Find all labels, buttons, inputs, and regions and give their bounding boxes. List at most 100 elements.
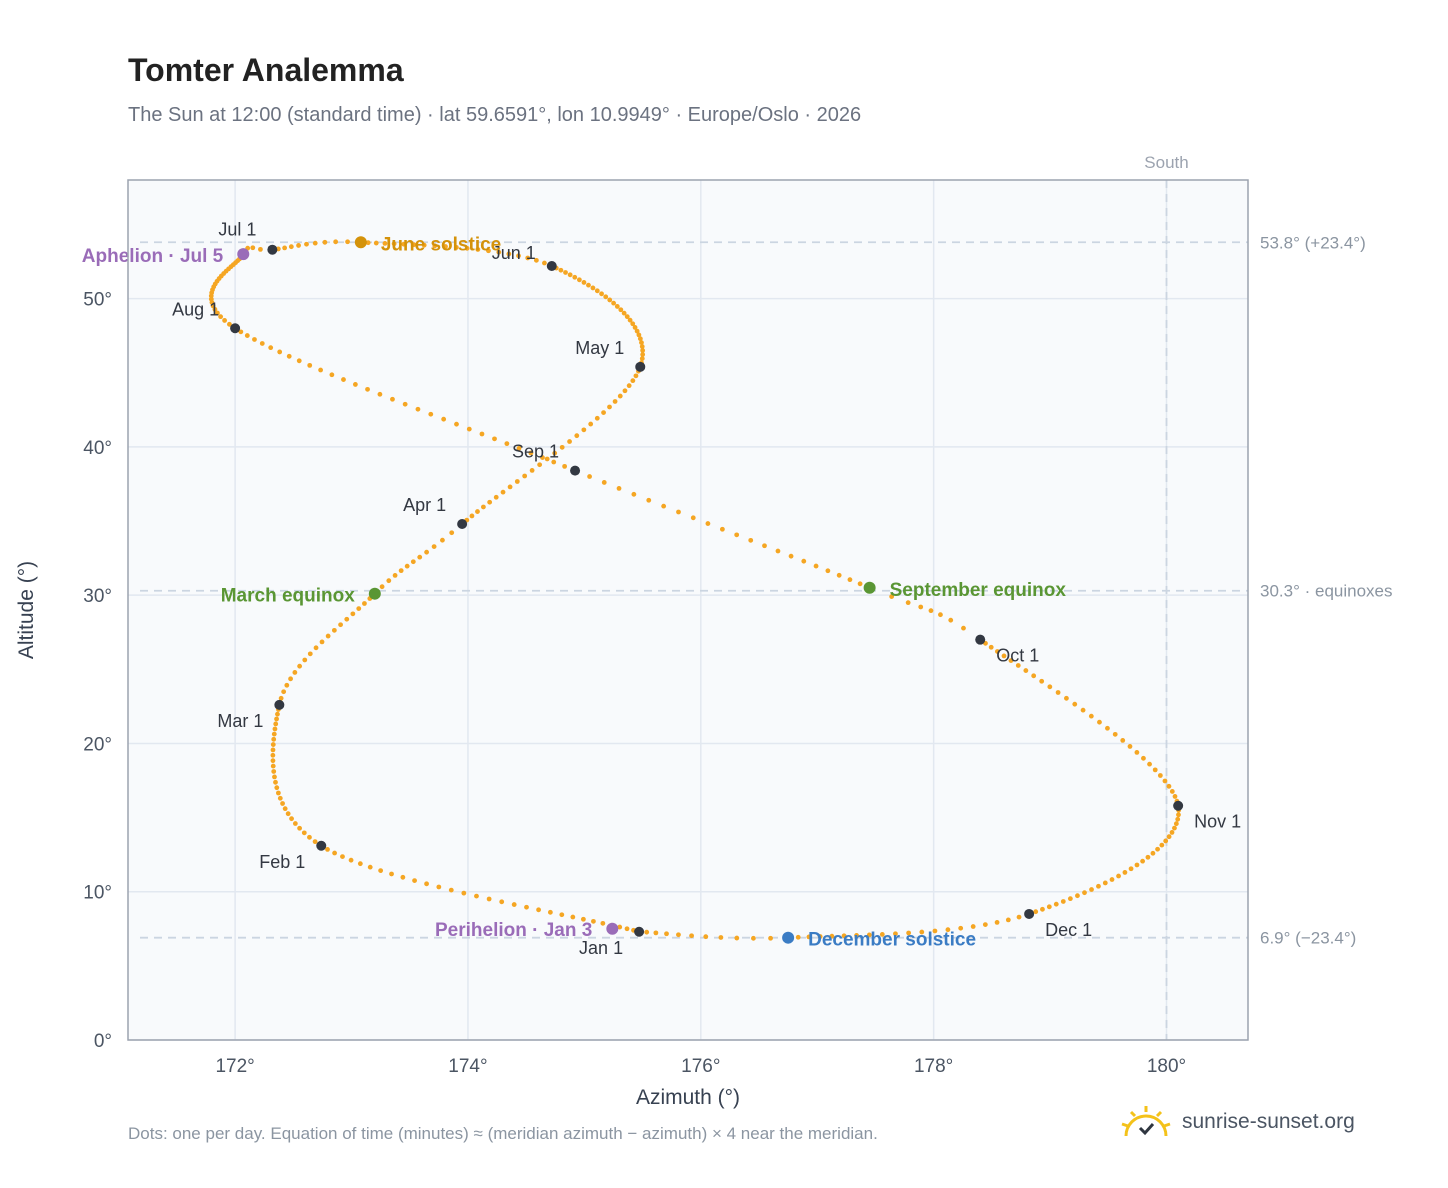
daily-sun-dot bbox=[296, 243, 301, 248]
daily-sun-dot bbox=[278, 695, 284, 701]
daily-sun-dot bbox=[312, 839, 318, 845]
daily-sun-dot bbox=[271, 769, 277, 774]
y-axis-label: Altitude (°) bbox=[15, 561, 38, 659]
daily-sun-dot bbox=[325, 847, 330, 852]
daily-sun-dot bbox=[391, 241, 397, 247]
daily-sun-dot bbox=[270, 763, 276, 769]
daily-sun-dot bbox=[601, 480, 607, 485]
daily-sun-dot bbox=[271, 731, 277, 737]
daily-sun-dot bbox=[630, 378, 636, 384]
daily-sun-dot bbox=[1023, 668, 1029, 673]
month-label: Apr 1 bbox=[403, 495, 446, 515]
daily-sun-dot bbox=[653, 930, 659, 936]
daily-sun-dot bbox=[528, 450, 534, 456]
daily-sun-dot bbox=[982, 922, 988, 927]
daily-sun-dot bbox=[1169, 789, 1175, 794]
daily-sun-dot bbox=[522, 473, 528, 479]
daily-sun-dot bbox=[275, 711, 280, 717]
daily-sun-dot bbox=[338, 622, 343, 628]
daily-sun-dot bbox=[479, 431, 485, 437]
daily-sun-dot bbox=[350, 611, 356, 617]
daily-sun-dot bbox=[552, 450, 558, 456]
daily-sun-dot bbox=[639, 356, 645, 361]
daily-sun-dot bbox=[1082, 890, 1087, 896]
daily-sun-dot bbox=[537, 462, 543, 468]
daily-sun-dot bbox=[567, 272, 573, 278]
daily-sun-dot bbox=[277, 795, 283, 801]
month-marker bbox=[274, 699, 285, 710]
x-tick-label: 172° bbox=[215, 1056, 254, 1077]
daily-sun-dot bbox=[988, 644, 994, 650]
daily-sun-dot bbox=[1047, 684, 1053, 690]
daily-sun-dot bbox=[544, 456, 550, 462]
daily-sun-dot bbox=[632, 325, 638, 330]
daily-sun-dot bbox=[640, 352, 646, 357]
daily-sun-dot bbox=[302, 657, 308, 663]
plot-frame bbox=[127, 179, 1249, 1041]
meridian-label: South bbox=[1144, 153, 1188, 172]
event-marker bbox=[782, 931, 795, 944]
daily-sun-dot bbox=[301, 830, 307, 836]
daily-sun-dot bbox=[356, 606, 362, 612]
daily-sun-dot bbox=[499, 899, 505, 905]
daily-sun-dot bbox=[507, 484, 513, 490]
reference-line-label: 30.3° · equinoxes bbox=[1260, 582, 1393, 601]
daily-sun-dot bbox=[277, 349, 283, 355]
event-markers: June solstice December solstice March equi… bbox=[82, 234, 1067, 950]
daily-sun-dot bbox=[365, 240, 371, 246]
daily-sun-dot bbox=[599, 291, 604, 297]
daily-sun-dot bbox=[357, 861, 363, 867]
daily-sun-dot bbox=[1172, 825, 1177, 831]
daily-sun-dot bbox=[454, 421, 459, 427]
daily-sun-dot bbox=[1120, 738, 1126, 743]
daily-sun-dot bbox=[529, 468, 535, 473]
daily-sun-dot bbox=[918, 604, 924, 610]
daily-sun-dot bbox=[271, 736, 277, 742]
daily-sun-dot bbox=[1116, 873, 1121, 879]
daily-sun-dot bbox=[474, 893, 479, 899]
daily-sun-dot bbox=[636, 332, 642, 338]
month-label: May 1 bbox=[575, 338, 624, 358]
daily-sun-dot bbox=[533, 257, 539, 263]
daily-sun-dot bbox=[621, 310, 627, 316]
chart-subtitle: The Sun at 12:00 (standard time) · lat 5… bbox=[128, 104, 862, 126]
daily-sun-dot bbox=[500, 489, 506, 495]
daily-sun-dot bbox=[612, 399, 618, 404]
daily-sun-dot bbox=[250, 245, 256, 251]
daily-sun-dot bbox=[614, 304, 620, 309]
daily-sun-dot bbox=[1122, 870, 1128, 875]
month-marker bbox=[975, 634, 986, 645]
axes: 172° 174° 176° 178° 180° 0° 10° 20° 30° 40° 50° bbox=[83, 290, 1186, 1077]
daily-sun-dot bbox=[618, 307, 624, 313]
daily-sun-dot bbox=[373, 240, 379, 246]
x-tick-label: 174° bbox=[448, 1056, 487, 1077]
daily-sun-dot bbox=[634, 328, 640, 334]
daily-sun-dot bbox=[292, 670, 298, 675]
event-label: Aphelion · Jul 5 bbox=[82, 246, 224, 267]
daily-sun-dot bbox=[348, 857, 354, 863]
daily-sun-dot bbox=[273, 721, 279, 727]
daily-sun-dot bbox=[1001, 653, 1007, 659]
daily-sun-dot bbox=[1173, 821, 1179, 827]
daily-sun-dot bbox=[389, 871, 394, 877]
daily-sun-dot bbox=[801, 558, 807, 564]
daily-sun-dot bbox=[345, 239, 350, 245]
footnote: Dots: one per day. Equation of time (min… bbox=[128, 1124, 878, 1143]
daily-sun-dot bbox=[591, 918, 596, 924]
daily-sun-dot bbox=[567, 439, 572, 444]
daily-sun-dot bbox=[806, 934, 812, 940]
daily-sun-dot bbox=[525, 255, 531, 261]
daily-sun-dot bbox=[928, 608, 934, 614]
daily-sun-dot bbox=[1155, 846, 1160, 852]
daily-sun-dot bbox=[640, 348, 646, 353]
daily-sun-dot bbox=[390, 396, 395, 402]
brand[interactable]: sunrise-sunset.org bbox=[1120, 1102, 1355, 1142]
daily-sun-dot bbox=[866, 932, 872, 938]
month-label: Sep 1 bbox=[512, 442, 559, 462]
daily-sun-dot bbox=[1031, 673, 1037, 679]
daily-sun-dot bbox=[559, 444, 565, 450]
daily-sun-dot bbox=[1109, 877, 1115, 882]
daily-sun-dot bbox=[639, 340, 644, 346]
daily-sun-dot bbox=[570, 914, 576, 920]
daily-sun-dot bbox=[637, 336, 643, 342]
